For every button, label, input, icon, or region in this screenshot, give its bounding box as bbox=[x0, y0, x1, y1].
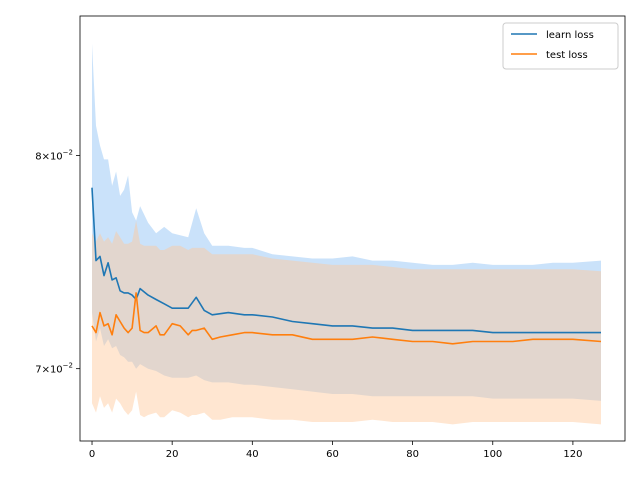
band-test-loss bbox=[92, 220, 601, 425]
y-axis: 7×10−2 8×10−2 bbox=[35, 148, 80, 376]
y-tick-label: 7×10−2 bbox=[35, 362, 73, 376]
legend: learn loss test loss bbox=[502, 22, 619, 70]
x-tick-label: 120 bbox=[563, 449, 582, 460]
line-test-loss bbox=[91, 292, 602, 345]
x-tick-label: 0 bbox=[89, 449, 95, 460]
confidence-bands bbox=[92, 43, 601, 425]
x-tick-label: 20 bbox=[166, 449, 179, 460]
series-lines bbox=[91, 187, 602, 345]
x-tick-label: 100 bbox=[483, 449, 502, 460]
y-tick-label: 8×10−2 bbox=[35, 148, 73, 162]
x-tick-label: 60 bbox=[326, 449, 339, 460]
plot-frame bbox=[79, 15, 626, 442]
x-tick-label: 80 bbox=[406, 449, 419, 460]
legend-label-learn-loss: learn loss bbox=[546, 30, 594, 41]
x-axis: 0 20 40 60 80 100 120 bbox=[89, 441, 582, 460]
legend-label-test-loss: test loss bbox=[546, 50, 588, 61]
band-learn-loss bbox=[92, 43, 601, 401]
x-tick-label: 40 bbox=[246, 449, 259, 460]
line-learn-loss bbox=[91, 187, 601, 334]
